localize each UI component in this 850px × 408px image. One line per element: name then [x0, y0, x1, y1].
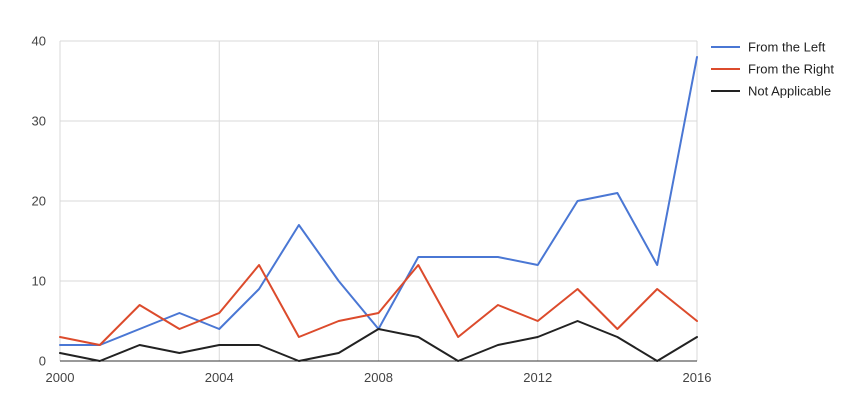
- legend-label: From the Left: [748, 40, 826, 55]
- legend-label: Not Applicable: [748, 84, 831, 99]
- legend-item-from-the-right: From the Right: [711, 62, 834, 77]
- x-axis-tick-labels: 2000 2004 2008 2012 2016: [46, 370, 712, 385]
- series-line-from-the-right: [59, 264, 698, 346]
- series-lines: [59, 56, 698, 362]
- x-tick-label: 2012: [523, 370, 552, 385]
- legend-item-not-applicable: Not Applicable: [711, 84, 831, 99]
- y-tick-label: 30: [32, 114, 46, 129]
- y-axis-tick-labels: 0 10 20 30 40: [32, 34, 46, 369]
- y-tick-label: 40: [32, 34, 46, 49]
- gridlines: [59, 40, 698, 361]
- x-tick-label: 2008: [364, 370, 393, 385]
- x-tick-label: 2004: [205, 370, 234, 385]
- y-tick-label: 20: [32, 194, 46, 209]
- legend: From the Left From the Right Not Applicabl…: [711, 40, 834, 99]
- x-tick-label: 2016: [683, 370, 712, 385]
- y-tick-label: 0: [39, 354, 46, 369]
- series-line-not-applicable: [59, 320, 698, 362]
- x-tick-label: 2000: [46, 370, 75, 385]
- legend-item-from-the-left: From the Left: [711, 40, 826, 55]
- legend-label: From the Right: [748, 62, 834, 77]
- y-tick-label: 10: [32, 274, 46, 289]
